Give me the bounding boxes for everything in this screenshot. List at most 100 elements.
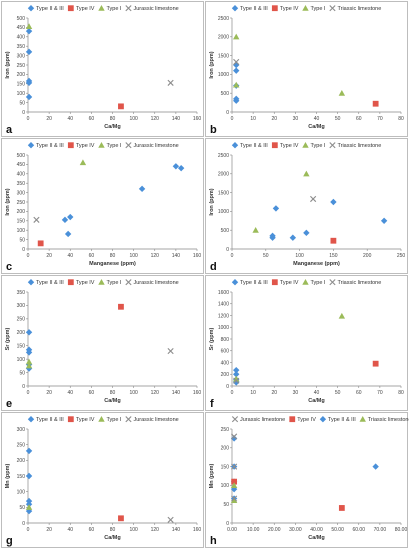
y-tick-label: 200 <box>221 446 230 452</box>
legend-label: Type II & III <box>36 6 64 12</box>
y-tick-label: 2000 <box>218 172 229 178</box>
legend-marker <box>329 5 336 12</box>
y-tick-label: 100 <box>17 357 26 363</box>
y-tick-label: 0 <box>22 521 25 527</box>
data-point <box>230 435 238 442</box>
legend-entry: Type IV <box>271 5 299 12</box>
panel-letter: d <box>210 261 217 273</box>
data-point <box>230 497 238 503</box>
panel-letter: h <box>210 535 217 547</box>
data-point <box>25 79 33 87</box>
y-tick-label: 450 <box>17 25 26 31</box>
data-point <box>177 164 185 172</box>
legend-label: Type IV <box>76 143 95 149</box>
x-tick-label: 120 <box>151 390 160 396</box>
legend-label: Jurassic limestone <box>133 143 178 149</box>
y-tick-label: 50 <box>19 237 25 243</box>
x-tick-label: 140 <box>172 116 181 122</box>
data-point <box>233 375 240 382</box>
legend-entry: Jurassic limestone <box>125 142 179 149</box>
x-tick-label: 40 <box>314 390 320 396</box>
series-type-iv <box>118 303 124 310</box>
x-tick-label: 140 <box>172 390 181 396</box>
x-tick-label: 0 <box>27 527 30 533</box>
series-jurassic-limestone <box>167 79 174 86</box>
legend-marker <box>98 279 105 285</box>
data-point <box>67 213 74 221</box>
x-tick-label: 10.00 <box>247 527 260 533</box>
legend-marker <box>98 142 105 148</box>
y-tick-label: 100 <box>17 228 26 234</box>
x-tick-label: 0 <box>27 116 30 122</box>
y-tick-label: 350 <box>17 44 26 50</box>
data-point <box>231 478 238 485</box>
x-axis-label: Ca/Mg <box>308 124 325 130</box>
x-tick-label: 120 <box>151 116 160 122</box>
y-tick-label: 200 <box>221 372 230 378</box>
data-point <box>289 234 297 241</box>
y-axis-label: Mn (ppm) <box>5 463 11 488</box>
legend-label: Type II & III <box>36 143 64 149</box>
legend-marker <box>125 142 132 149</box>
series-type-ii-iii <box>269 198 388 241</box>
x-tick-label: 0 <box>27 390 30 396</box>
x-tick-label: 80.00 <box>395 527 408 533</box>
chart-svg-d: 0 500 1000 1500 2000 2500 0 50 100 150 200 250 Manga… <box>209 142 405 273</box>
y-axis-label: Iron (ppm) <box>5 51 11 78</box>
panel-letter: e <box>6 398 12 410</box>
chart-svg-b: 0 500 1000 1500 2000 2500 0 10 20 30 40 50 60 70 80 Ca/… <box>209 5 404 136</box>
x-tick-label: 40 <box>67 527 73 533</box>
y-tick-label: 400 <box>17 172 26 178</box>
y-tick-label: 1600 <box>218 290 229 296</box>
data-point <box>233 377 240 384</box>
legend-label: Type IV <box>280 280 299 286</box>
y-tick-label: 250 <box>17 317 26 323</box>
x-tick-label: 20 <box>46 527 52 533</box>
x-tick-label: 100 <box>129 253 138 259</box>
x-tick-label: 70 <box>377 390 383 396</box>
x-axis-label: Ca/Mg <box>104 535 121 541</box>
legend-marker <box>67 142 74 149</box>
legend-label: Type IV <box>297 417 316 423</box>
data-point <box>233 81 240 88</box>
y-tick-label: 2000 <box>218 35 229 41</box>
x-tick-label: 50 <box>335 116 341 122</box>
legend-marker <box>329 279 336 286</box>
chart-panel-f: 0 200 400 600 800 1000 1200 1400 1600 0 10 20 30 40 50… <box>205 275 408 411</box>
data-point <box>25 93 33 101</box>
y-tick-label: 100 <box>17 489 26 495</box>
y-tick-label: 150 <box>17 344 26 350</box>
legend-entry: Jurassic limestone <box>125 279 179 286</box>
y-tick-label: 500 <box>221 228 230 234</box>
y-tick-label: 1200 <box>218 313 229 319</box>
legend-entry: Type I <box>302 279 326 286</box>
legend-label: Jurassic limestone <box>133 280 178 286</box>
y-tick-label: 2500 <box>218 153 229 159</box>
x-tick-label: 80 <box>398 390 404 396</box>
data-point <box>25 329 33 336</box>
x-tick-label: 80 <box>398 116 404 122</box>
legend-entry: Type II & III <box>231 279 268 286</box>
legend-entry: Type IV <box>67 279 95 286</box>
legend-marker <box>302 5 309 11</box>
legend-marker <box>271 5 278 12</box>
data-point <box>25 362 33 369</box>
x-tick-label: 80 <box>110 116 116 122</box>
y-tick-label: 150 <box>17 82 26 88</box>
series-type-ii-iii <box>61 163 185 238</box>
y-tick-label: 250 <box>17 200 26 206</box>
legend-entry: Jurassic limestone <box>231 416 285 423</box>
panel-letter: a <box>6 124 13 136</box>
legend-entry: Triassic limestone <box>329 279 381 286</box>
data-point <box>338 505 345 511</box>
x-tick-label: 200 <box>363 253 372 259</box>
y-tick-label: 1000 <box>218 325 229 331</box>
legend-marker <box>67 279 74 286</box>
data-point <box>252 227 259 233</box>
chart-panel-c: 0 50 100 150 200 250 300 350 400 450 500 0 20 40 60 80 1… <box>1 138 204 274</box>
y-tick-label: 350 <box>17 290 26 296</box>
x-tick-label: 80 <box>110 253 116 259</box>
x-tick-label: 0 <box>231 253 234 259</box>
series-type-ii-iii <box>25 447 33 515</box>
data-point <box>61 216 69 224</box>
